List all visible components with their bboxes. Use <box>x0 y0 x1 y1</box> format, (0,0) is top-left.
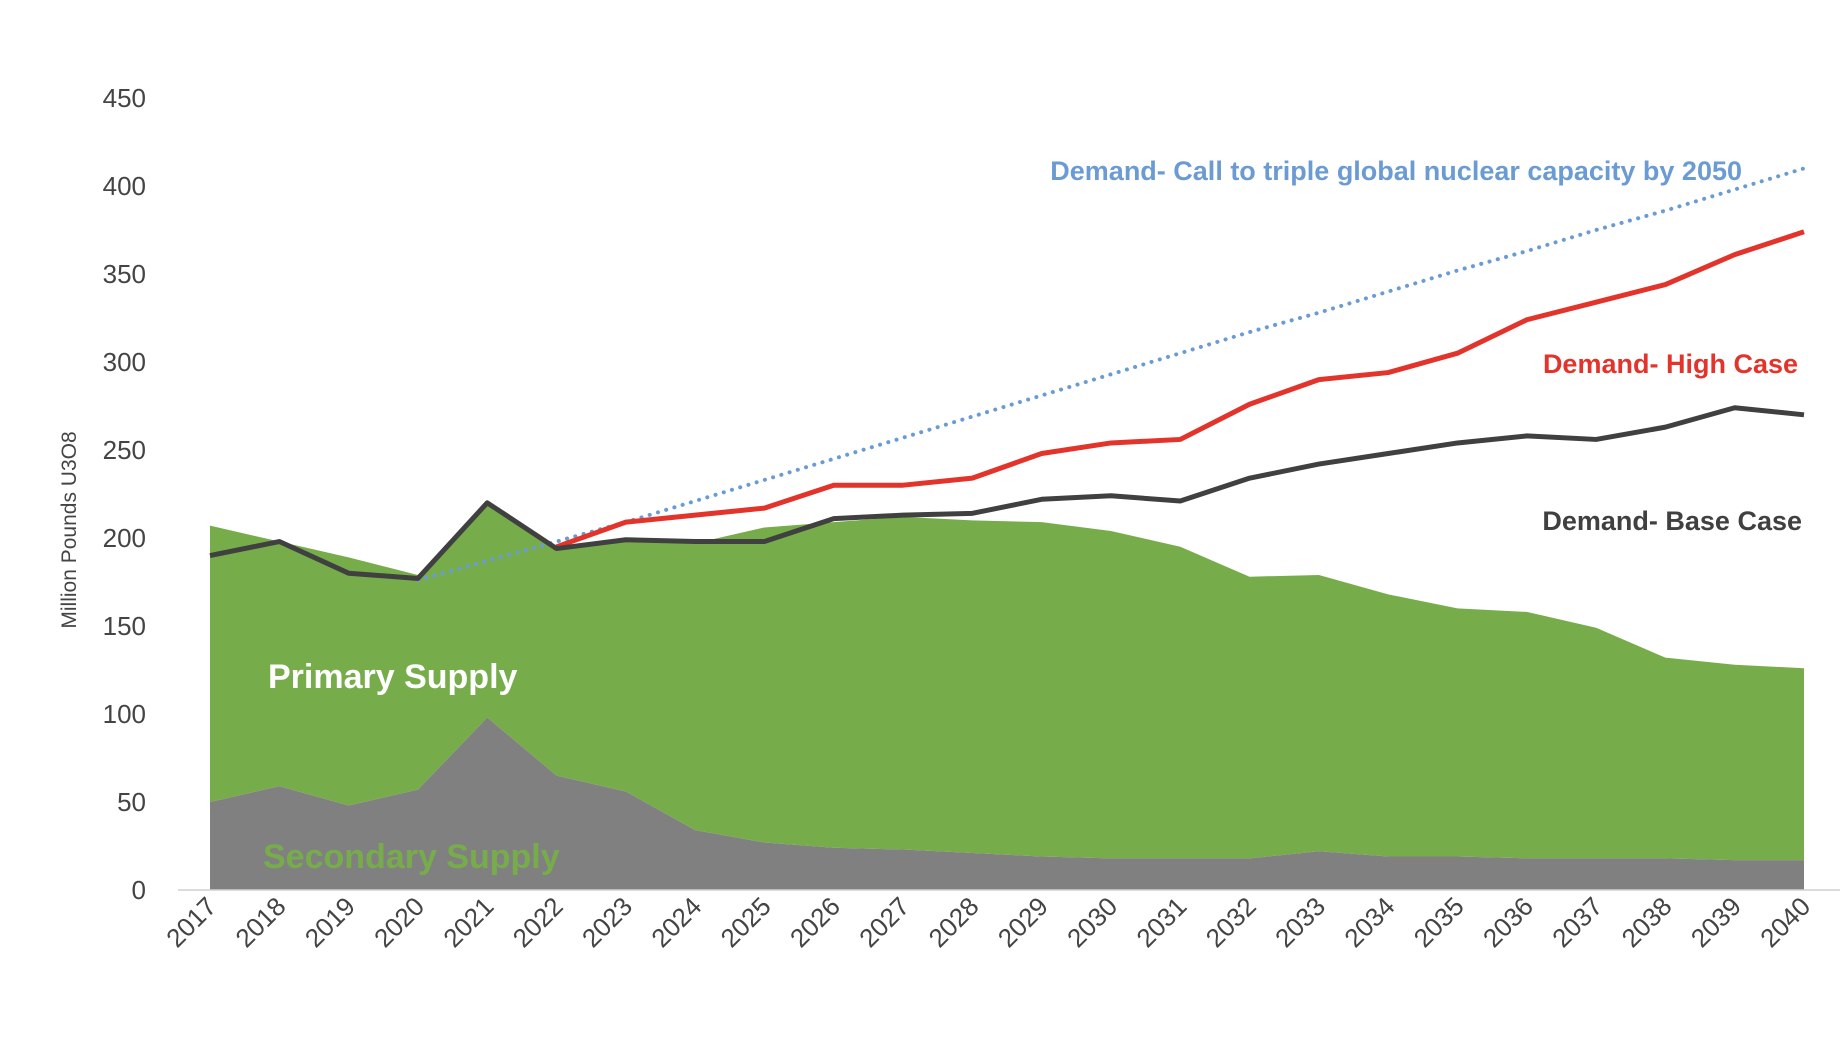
y-tick-label: 350 <box>103 259 146 289</box>
supply-areas <box>210 504 1804 890</box>
x-tick-label: 2019 <box>299 891 361 953</box>
demand-triple-capacity-line <box>415 166 1806 583</box>
y-tick-label: 100 <box>103 699 146 729</box>
primary-supply-area <box>210 504 1804 861</box>
y-axis-ticks: 0 50 100 150 200 250 300 350 400 450 <box>103 83 146 905</box>
x-tick-label: 2037 <box>1546 891 1608 953</box>
x-tick-label: 2023 <box>576 891 638 953</box>
y-tick-label: 300 <box>103 347 146 377</box>
series-labels: Secondary Supply Primary Supply Demand- Ba… <box>263 156 1802 876</box>
secondary-supply-label: Secondary Supply <box>263 838 560 876</box>
x-tick-label: 2021 <box>437 891 499 953</box>
demand-base-case-label: Demand- Base Case <box>1542 506 1802 536</box>
x-tick-label: 2029 <box>992 891 1054 953</box>
y-axis-title: Million Pounds U3O8 <box>58 431 81 628</box>
x-tick-label: 2031 <box>1130 891 1192 953</box>
x-tick-label: 2020 <box>368 891 430 953</box>
x-tick-label: 2030 <box>1061 891 1123 953</box>
x-tick-label: 2033 <box>1269 891 1331 953</box>
x-axis-ticks: 2017 2018 2019 2020 2021 2022 2023 2024 2025 2026… <box>160 891 1816 953</box>
x-tick-label: 2018 <box>229 891 291 953</box>
y-tick-label: 0 <box>132 875 146 905</box>
x-tick-label: 2027 <box>853 891 915 953</box>
demand-triple-capacity-label: Demand- Call to triple global nuclear ca… <box>1050 156 1742 186</box>
y-tick-label: 400 <box>103 171 146 201</box>
y-tick-label: 250 <box>103 435 146 465</box>
demand-high-case-label: Demand- High Case <box>1543 349 1798 379</box>
x-tick-label: 2025 <box>715 891 777 953</box>
x-tick-label: 2036 <box>1477 891 1539 953</box>
y-tick-label: 50 <box>117 787 146 817</box>
x-tick-label: 2039 <box>1685 891 1747 953</box>
x-tick-label: 2040 <box>1754 891 1816 953</box>
x-tick-label: 2017 <box>160 891 222 953</box>
demand-lines <box>209 166 1806 583</box>
x-tick-label: 2035 <box>1408 891 1470 953</box>
x-tick-label: 2022 <box>507 891 569 953</box>
y-tick-label: 200 <box>103 523 146 553</box>
secondary-supply-area <box>210 717 1804 890</box>
x-tick-label: 2028 <box>922 891 984 953</box>
y-tick-label: 150 <box>103 611 146 641</box>
y-tick-label: 450 <box>103 83 146 113</box>
x-tick-label: 2034 <box>1338 891 1400 953</box>
demand-base-case-line <box>209 405 1805 581</box>
x-tick-label: 2038 <box>1616 891 1678 953</box>
primary-supply-label: Primary Supply <box>268 658 518 696</box>
x-tick-label: 2026 <box>784 891 846 953</box>
x-tick-label: 2024 <box>645 891 707 953</box>
demand-high-case-line <box>555 229 1805 550</box>
x-tick-label: 2032 <box>1200 891 1262 953</box>
